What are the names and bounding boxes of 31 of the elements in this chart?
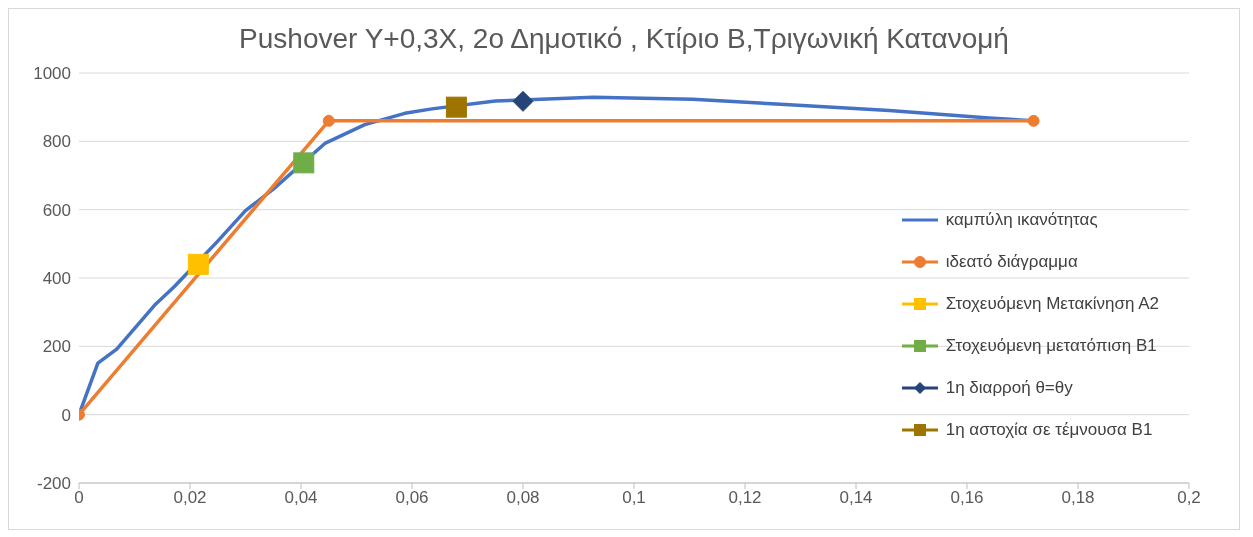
x-tick-label: 0,14 <box>839 488 873 508</box>
legend-label: 1η διαρροή θ=θy <box>945 378 1073 398</box>
point <box>512 90 534 112</box>
x-tick-label: 0,08 <box>506 488 540 508</box>
y-tick-label: 800 <box>42 132 71 152</box>
x-tick-label: 0,2 <box>1177 488 1201 508</box>
x-tick-label: 0,04 <box>284 488 318 508</box>
x-tick-label: 0,18 <box>1061 488 1095 508</box>
x-tick-label: 0 <box>74 488 84 508</box>
x-tick-label: 0,12 <box>728 488 762 508</box>
point <box>293 152 315 174</box>
x-tick-label: 0,02 <box>173 488 207 508</box>
point <box>322 114 335 127</box>
y-tick-label: -200 <box>36 474 71 494</box>
y-tick-label: 0 <box>61 405 71 425</box>
legend-label: 1η αστοχία σε τέμνουσα Β1 <box>945 420 1153 440</box>
point <box>445 96 467 118</box>
x-tick-label: 0,16 <box>950 488 984 508</box>
legend-label: καμπύλη ικανότητας <box>945 210 1098 230</box>
x-tick-label: 0,1 <box>622 488 646 508</box>
y-tick-label: 1000 <box>33 64 71 84</box>
x-tick-label: 0,06 <box>395 488 429 508</box>
legend-label: Στοχευόμενη Μετακίνηση Α2 <box>945 294 1159 314</box>
legend-label: ιδεατό διάγραμμα <box>945 252 1078 272</box>
legend-label: Στοχευόμενη μετατόπιση Β1 <box>945 336 1157 356</box>
y-tick-label: 400 <box>42 269 71 289</box>
y-tick-label: 600 <box>42 200 71 220</box>
point <box>1027 114 1040 127</box>
point <box>187 253 209 275</box>
chart-title: Pushover Y+0,3X, 2ο Δημοτικό , Κτίριο Β,Τριγωνική Κατανομή <box>238 22 1010 56</box>
y-tick-label: 200 <box>42 337 71 357</box>
